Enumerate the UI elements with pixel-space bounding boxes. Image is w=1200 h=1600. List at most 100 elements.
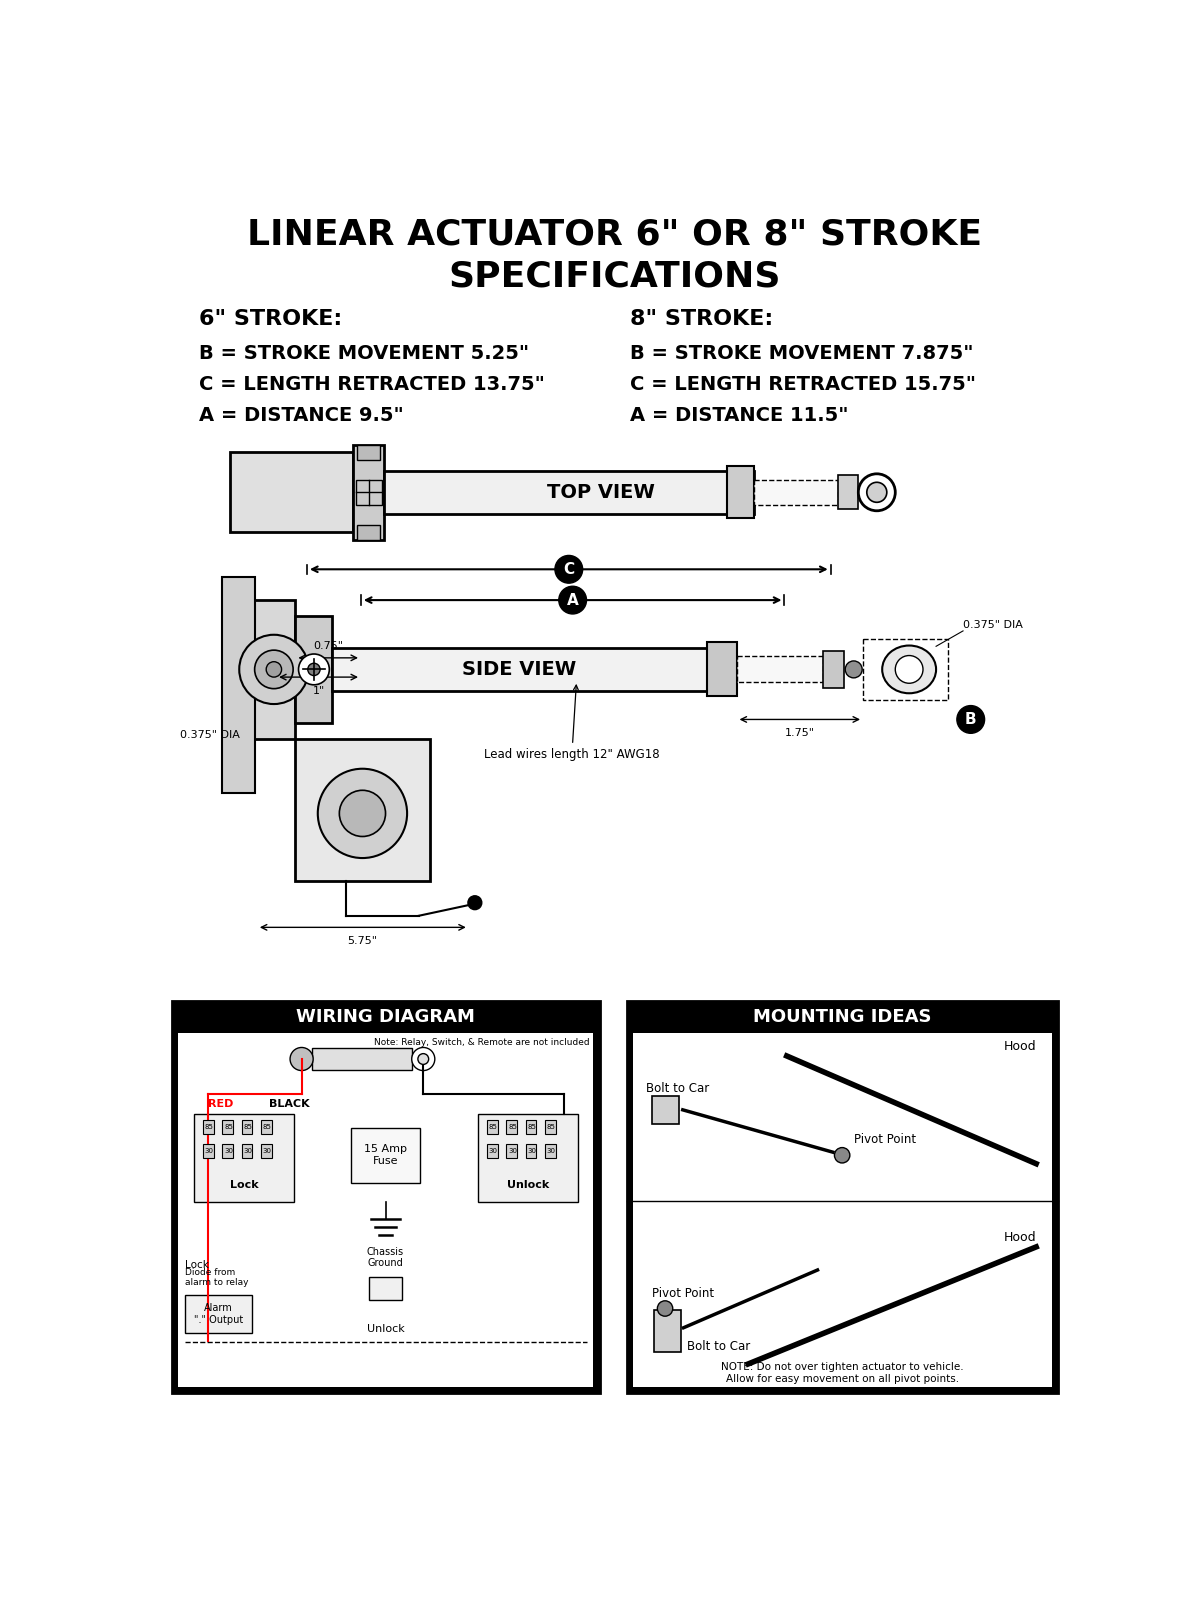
Bar xyxy=(355,480,382,504)
Text: B: B xyxy=(965,712,977,726)
Text: Bolt to Car: Bolt to Car xyxy=(646,1082,709,1094)
Bar xyxy=(312,1048,413,1070)
Text: 8" STROKE:: 8" STROKE: xyxy=(630,309,774,330)
Circle shape xyxy=(554,555,583,582)
Text: 0.75": 0.75" xyxy=(313,642,343,651)
Text: 1": 1" xyxy=(312,686,325,696)
Bar xyxy=(823,651,845,688)
Text: MOUNTING IDEAS: MOUNTING IDEAS xyxy=(752,1008,931,1027)
Bar xyxy=(350,1128,420,1182)
Text: SIDE VIEW: SIDE VIEW xyxy=(462,659,577,678)
Text: Unlock: Unlock xyxy=(367,1325,404,1334)
Bar xyxy=(632,1034,1051,1387)
Text: TOP VIEW: TOP VIEW xyxy=(547,483,655,502)
Bar xyxy=(241,1120,252,1134)
Bar xyxy=(358,445,380,459)
Circle shape xyxy=(266,662,282,677)
Circle shape xyxy=(418,1054,428,1064)
Bar xyxy=(173,1000,600,1394)
Text: 15 Amp
Fuse: 15 Amp Fuse xyxy=(364,1144,407,1166)
Circle shape xyxy=(239,635,308,704)
Circle shape xyxy=(895,656,923,683)
Circle shape xyxy=(318,768,407,858)
Text: A = DISTANCE 9.5": A = DISTANCE 9.5" xyxy=(199,406,404,424)
Text: 1.75": 1.75" xyxy=(785,728,815,738)
Bar xyxy=(295,616,332,723)
Text: WIRING DIAGRAM: WIRING DIAGRAM xyxy=(296,1008,475,1027)
Circle shape xyxy=(468,896,481,910)
Text: 30: 30 xyxy=(263,1149,271,1155)
Text: Chassis
Ground: Chassis Ground xyxy=(367,1246,404,1269)
Text: NOTE: Do not over tighten actuator to vehicle.
Allow for easy movement on all pi: NOTE: Do not over tighten actuator to ve… xyxy=(721,1362,964,1384)
Circle shape xyxy=(866,482,887,502)
Text: Hood: Hood xyxy=(1003,1040,1036,1053)
Text: Lock: Lock xyxy=(185,1261,209,1270)
Text: A: A xyxy=(566,592,578,608)
Bar xyxy=(545,1120,556,1134)
Bar xyxy=(506,1144,517,1158)
Bar xyxy=(487,1144,498,1158)
Text: 30: 30 xyxy=(508,1149,517,1155)
Text: 85: 85 xyxy=(224,1123,233,1130)
Circle shape xyxy=(845,661,862,678)
Bar xyxy=(526,1120,536,1134)
Bar xyxy=(478,1114,578,1202)
Bar xyxy=(222,578,254,792)
Text: 85: 85 xyxy=(528,1123,536,1130)
Text: RED: RED xyxy=(208,1099,233,1109)
Text: Pivot Point: Pivot Point xyxy=(652,1286,714,1299)
Bar xyxy=(754,480,839,504)
Text: 6" STROKE:: 6" STROKE: xyxy=(199,309,342,330)
Text: 0.375" DIA: 0.375" DIA xyxy=(964,619,1022,630)
Text: BLACK: BLACK xyxy=(269,1099,310,1109)
Text: LINEAR ACTUATOR 6" OR 8" STROKE: LINEAR ACTUATOR 6" OR 8" STROKE xyxy=(247,218,983,251)
Text: 85: 85 xyxy=(205,1123,214,1130)
Text: 85: 85 xyxy=(244,1123,252,1130)
Bar xyxy=(203,1120,214,1134)
Bar xyxy=(230,453,353,533)
Circle shape xyxy=(834,1147,850,1163)
Circle shape xyxy=(307,664,320,675)
Bar xyxy=(194,1114,294,1202)
Bar xyxy=(526,1144,536,1158)
Text: C: C xyxy=(563,562,575,576)
Bar xyxy=(358,525,380,541)
Text: Hood: Hood xyxy=(1003,1230,1036,1245)
Text: 85: 85 xyxy=(488,1123,498,1130)
Ellipse shape xyxy=(882,645,936,693)
Bar xyxy=(332,648,708,691)
Bar xyxy=(241,1144,252,1158)
Bar xyxy=(626,1000,1057,1394)
Bar xyxy=(384,470,754,514)
Bar xyxy=(839,475,858,509)
Bar xyxy=(863,638,948,701)
Bar xyxy=(652,1096,679,1123)
Bar xyxy=(737,656,823,683)
Text: C = LENGTH RETRACTED 13.75": C = LENGTH RETRACTED 13.75" xyxy=(199,374,545,394)
Text: C = LENGTH RETRACTED 15.75": C = LENGTH RETRACTED 15.75" xyxy=(630,374,977,394)
Text: Pivot Point: Pivot Point xyxy=(854,1133,917,1146)
Bar xyxy=(487,1120,498,1134)
Text: Note: Relay, Switch, & Remote are not included: Note: Relay, Switch, & Remote are not in… xyxy=(374,1037,589,1046)
Circle shape xyxy=(340,790,385,837)
Bar xyxy=(654,1310,682,1352)
Bar xyxy=(222,1120,233,1134)
Bar xyxy=(506,1120,517,1134)
Circle shape xyxy=(412,1048,434,1070)
Text: 30: 30 xyxy=(205,1149,214,1155)
Bar xyxy=(368,1277,402,1301)
Bar xyxy=(727,466,754,518)
Text: SPECIFICATIONS: SPECIFICATIONS xyxy=(449,259,781,294)
Text: 30: 30 xyxy=(488,1149,498,1155)
Text: Bolt to Car: Bolt to Car xyxy=(686,1341,750,1354)
Text: Lead wires length 12" AWG18: Lead wires length 12" AWG18 xyxy=(484,685,660,762)
Bar xyxy=(222,1144,233,1158)
Bar xyxy=(253,600,295,739)
Text: Diode from
alarm to relay: Diode from alarm to relay xyxy=(185,1267,248,1288)
Circle shape xyxy=(858,474,895,510)
Bar xyxy=(260,1144,271,1158)
Text: 5.75": 5.75" xyxy=(348,936,378,946)
Bar xyxy=(353,445,384,541)
Circle shape xyxy=(956,706,985,733)
Text: 85: 85 xyxy=(547,1123,556,1130)
